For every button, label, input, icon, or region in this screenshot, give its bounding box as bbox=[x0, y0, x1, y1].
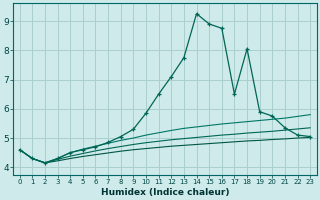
X-axis label: Humidex (Indice chaleur): Humidex (Indice chaleur) bbox=[101, 188, 229, 197]
